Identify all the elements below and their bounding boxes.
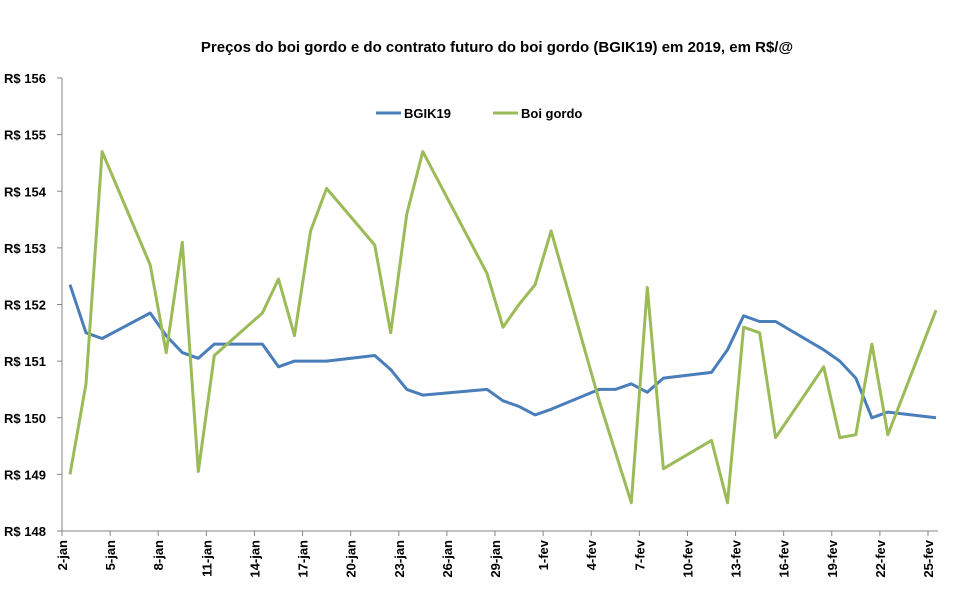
y-tick-label: R$ 150 <box>4 411 46 426</box>
x-tick-label: 20-jan <box>344 540 359 578</box>
x-tick-label: 11-jan <box>199 540 214 577</box>
x-tick-label: 10-fev <box>680 539 695 577</box>
y-tick-label: R$ 155 <box>4 128 46 143</box>
chart-title: Preços do boi gordo e do contrato futuro… <box>201 39 793 56</box>
x-tick-label: 25-fev <box>921 539 936 577</box>
x-axis: 2-jan 5-jan 8-jan 11-jan 14-jan 17-jan 20-jan 2… <box>55 530 938 578</box>
y-tick-label: R$ 154 <box>4 184 47 199</box>
x-tick-label: 2-jan <box>55 540 70 570</box>
x-tick-label: 23-jan <box>392 540 407 578</box>
x-tick-label: 5-jan <box>103 540 118 570</box>
legend: BGIK19 Boi gordo <box>376 106 582 121</box>
x-tick-label: 14-jan <box>247 540 262 578</box>
y-tick-label: R$ 152 <box>4 298 46 313</box>
x-tick-label: 19-fev <box>825 539 840 577</box>
x-tick-label: 8-jan <box>151 540 166 570</box>
y-axis: R$ 156 R$ 155 R$ 154 R$ 153 R$ 152 R$ 151 R$ 1… <box>4 71 63 539</box>
x-tick-label: 17-jan <box>296 540 311 578</box>
y-tick-label: R$ 151 <box>4 354 46 369</box>
x-tick-label: 26-jan <box>440 540 455 578</box>
x-tick-label: 7-fev <box>632 539 647 570</box>
y-tick-label: R$ 156 <box>4 71 46 86</box>
legend-label-boi-gordo: Boi gordo <box>521 106 582 121</box>
x-tick-label: 22-fev <box>873 539 888 577</box>
series-line-bgik19 <box>68 284 937 420</box>
x-tick-label: 29-jan <box>488 540 503 578</box>
x-tick-label: 16-fev <box>777 539 792 577</box>
x-tick-label: 13-fev <box>729 539 744 577</box>
y-tick-label: R$ 153 <box>4 241 46 256</box>
x-tick-label: 1-fev <box>536 539 551 570</box>
legend-label-bgik19: BGIK19 <box>404 106 451 121</box>
y-tick-label: R$ 149 <box>4 467 46 482</box>
x-tick-label: 4-fev <box>584 539 599 570</box>
y-tick-label: R$ 148 <box>4 524 46 539</box>
